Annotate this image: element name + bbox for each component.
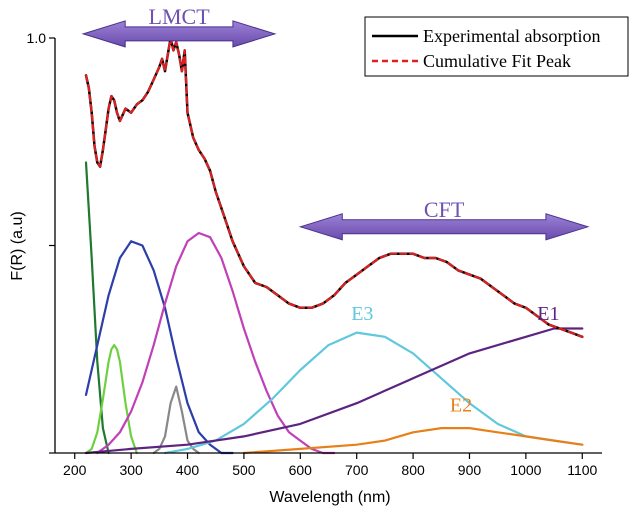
y-tick-label-1-0: 1.0 — [27, 30, 47, 46]
legend-label-experimental: Experimental absorption — [423, 26, 600, 46]
legend: Experimental absorption Cumulative Fit P… — [364, 16, 629, 77]
x-tick-label-500: 500 — [232, 462, 256, 478]
x-tick-label-300: 300 — [119, 462, 143, 478]
x-tick-label-1100: 1100 — [567, 462, 597, 478]
x-tick-label-700: 700 — [345, 462, 369, 478]
x-tick-label-600: 600 — [289, 462, 313, 478]
axes — [54, 38, 602, 454]
annotation-layer: LMCT CFT — [81, 4, 590, 241]
x-ticks: 200 300 400 500 600 700 800 900 1000 1100 — [63, 453, 598, 478]
legend-box — [364, 16, 629, 77]
annotation-arrow-cft — [298, 213, 590, 241]
component-peak-5 — [152, 385, 200, 455]
annotation-label-cft: CFT — [424, 197, 465, 222]
component-peak-6 — [96, 231, 336, 455]
legend-label-fit: Cumulative Fit Peak — [423, 51, 571, 71]
annotation-label-lmct: LMCT — [149, 4, 211, 29]
component-peak-3 — [84, 344, 138, 455]
series-line-e1 — [84, 327, 584, 455]
curve-layer — [84, 36, 584, 455]
series-line-e3 — [163, 331, 584, 455]
x-tick-label-1000: 1000 — [510, 462, 541, 478]
x-tick-label-900: 900 — [458, 462, 482, 478]
series-line-cumulative-fit-peak — [84, 36, 584, 338]
x-axis-title: Wavelength (nm) — [269, 489, 390, 506]
curve-label-layer: E3 E1 E2 — [351, 303, 559, 416]
x-tick-label-200: 200 — [63, 462, 87, 478]
curve-label-e2: E2 — [450, 395, 472, 417]
y-ticks: 1.0 — [27, 30, 55, 454]
component-peak-4 — [84, 240, 234, 455]
curve-label-e3: E3 — [351, 303, 373, 325]
x-tick-label-400: 400 — [176, 462, 200, 478]
component-peak-2 — [84, 161, 110, 455]
series-line-e2 — [242, 427, 584, 455]
curve-label-e1: E1 — [537, 303, 559, 325]
y-axis-title: F(R) (a.u) — [9, 211, 26, 280]
annotation-arrow-lmct — [81, 20, 277, 48]
x-tick-label-800: 800 — [401, 462, 425, 478]
